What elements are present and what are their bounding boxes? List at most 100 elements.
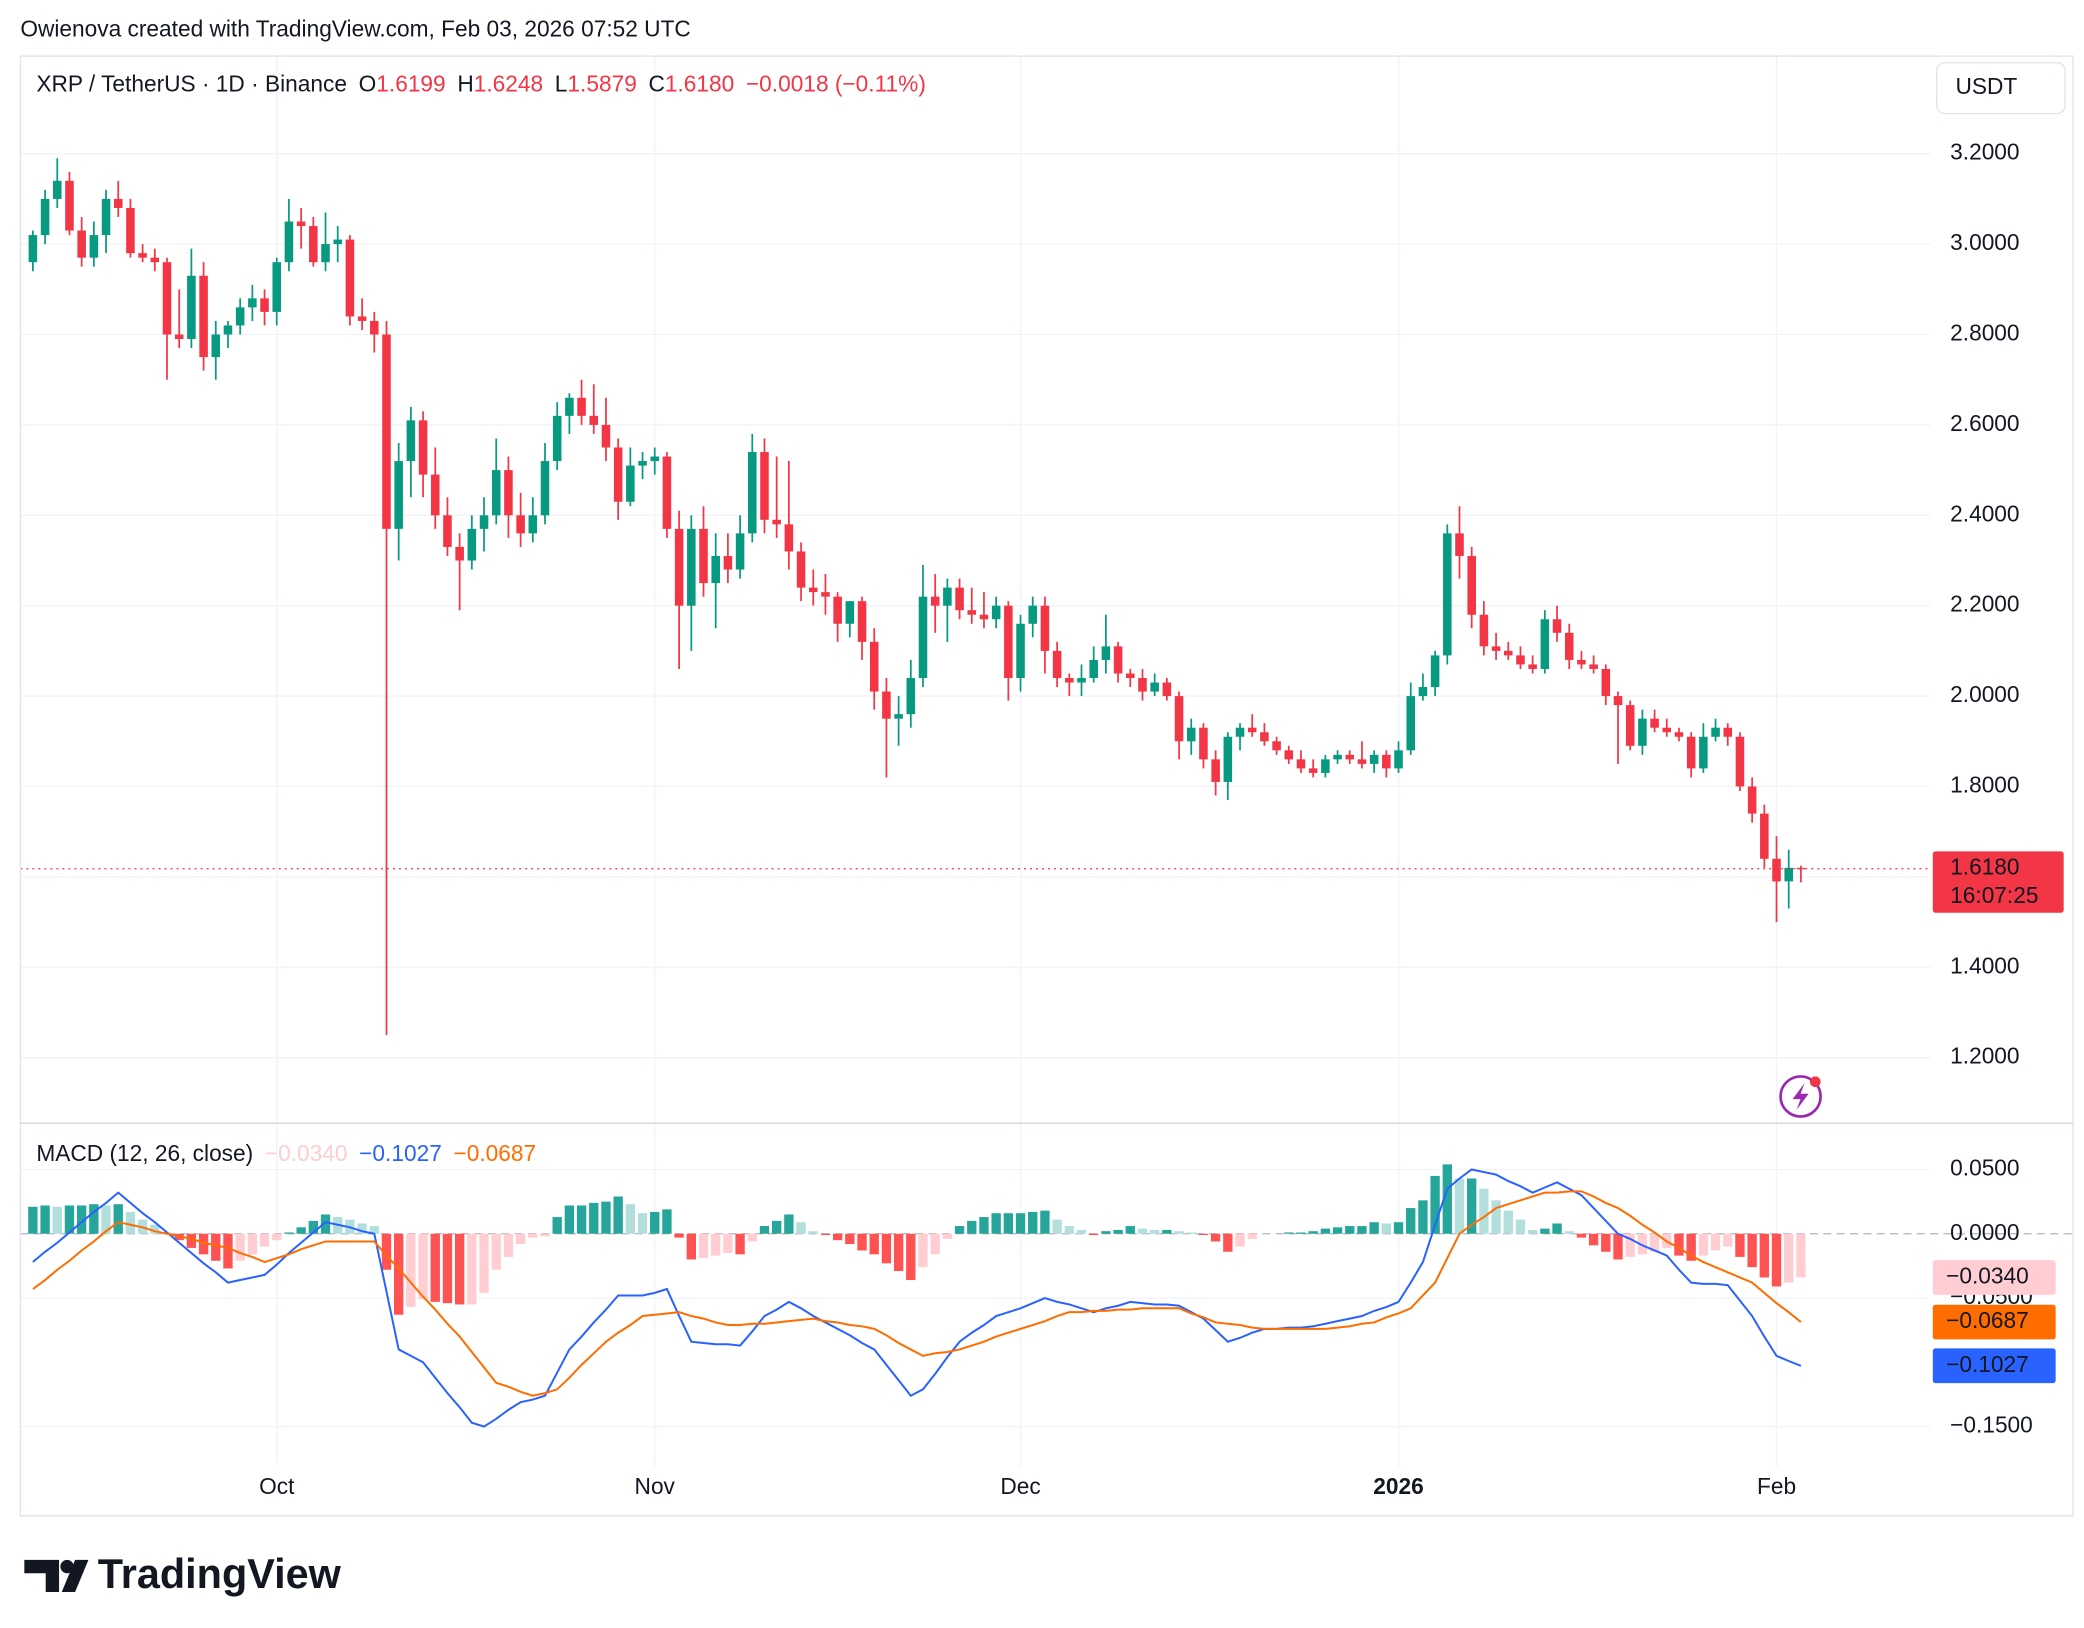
candle-body xyxy=(1004,605,1013,679)
histogram-bar xyxy=(869,1233,879,1255)
currency-box[interactable] xyxy=(1936,62,2066,115)
candle-body xyxy=(1467,555,1476,615)
candle-body xyxy=(467,528,477,561)
candle-body xyxy=(1272,741,1281,751)
candle-body xyxy=(406,420,416,462)
candle-body xyxy=(918,596,928,679)
histogram-bar xyxy=(1759,1233,1770,1278)
histogram-bar xyxy=(40,1205,50,1234)
histogram-bar xyxy=(64,1205,75,1234)
symbol: XRP / TetherUS · 1D · Binance xyxy=(36,70,347,96)
x-tick-label: Dec xyxy=(1000,1473,1040,1499)
candle-body xyxy=(382,334,391,529)
histogram-bar xyxy=(394,1233,404,1315)
histogram-bar xyxy=(223,1233,233,1269)
candle-body xyxy=(1503,650,1513,656)
histogram-bar xyxy=(735,1233,745,1255)
histogram-bar xyxy=(1125,1226,1135,1234)
histogram-bar xyxy=(1796,1233,1806,1278)
histogram-bar xyxy=(1527,1229,1538,1234)
histogram-bar xyxy=(1028,1211,1038,1234)
histogram-bar xyxy=(125,1211,136,1234)
candle-body xyxy=(504,470,513,516)
candle-body xyxy=(1247,727,1257,733)
candle-body xyxy=(1772,858,1781,882)
open-letter: O xyxy=(359,70,377,96)
histogram-bar xyxy=(1442,1164,1452,1234)
candle-body xyxy=(1174,696,1184,742)
candle-body xyxy=(89,235,99,258)
histogram-bar xyxy=(906,1233,916,1281)
candle-body xyxy=(869,641,879,692)
candle-body xyxy=(528,515,538,534)
histogram-bar xyxy=(1503,1210,1513,1234)
histogram-bar xyxy=(76,1205,87,1234)
histogram-bar xyxy=(1308,1231,1318,1234)
histogram-bar xyxy=(491,1233,501,1270)
histogram-bar xyxy=(1747,1233,1757,1268)
candle-body xyxy=(1662,727,1672,733)
candle-body xyxy=(1016,623,1025,679)
candle-body xyxy=(1382,754,1391,769)
candle-body xyxy=(260,298,269,312)
candle-body xyxy=(552,415,562,462)
change-value: −0.0018 (−0.11%) xyxy=(746,70,926,96)
histogram-bar xyxy=(308,1220,319,1234)
candle-body xyxy=(1760,813,1769,859)
candle-body xyxy=(52,180,62,199)
candle-body xyxy=(1065,678,1074,683)
histogram-bar xyxy=(625,1204,636,1234)
histogram-bar xyxy=(1174,1231,1184,1234)
candle-body xyxy=(1699,736,1708,769)
histogram-bar xyxy=(1393,1222,1404,1234)
candle-body xyxy=(357,316,367,321)
candle-body xyxy=(1223,736,1233,782)
histogram-bar xyxy=(1186,1232,1196,1234)
high-value: 1.6248 xyxy=(474,70,543,96)
histogram-bar xyxy=(1418,1200,1428,1234)
histogram-bar xyxy=(1564,1231,1574,1234)
candle-body xyxy=(1589,664,1598,669)
histogram-bar xyxy=(796,1222,806,1234)
candle-body xyxy=(150,257,160,263)
histogram-bar xyxy=(1698,1233,1709,1256)
candle-body xyxy=(699,528,708,584)
candle-body xyxy=(565,397,574,416)
histogram-bar xyxy=(418,1233,428,1300)
y-tick-label: 2.6000 xyxy=(1950,410,2019,436)
histogram-bar xyxy=(1552,1223,1562,1234)
alert-icon[interactable] xyxy=(1779,1075,1822,1118)
candle-body xyxy=(394,461,403,529)
candle-body xyxy=(894,714,903,719)
histogram-bar xyxy=(686,1233,696,1260)
candle-body xyxy=(540,461,550,516)
y-tick-label: −0.1500 xyxy=(1950,1412,2033,1438)
histogram-last: −0.0340 xyxy=(265,1140,348,1166)
countdown: 16:07:25 xyxy=(1950,882,2038,908)
candle-body xyxy=(1455,533,1464,556)
histogram-bar xyxy=(89,1204,99,1234)
candle-body xyxy=(1601,668,1611,697)
candle-body xyxy=(1528,664,1537,669)
histogram-bar xyxy=(1369,1222,1379,1234)
candle-body xyxy=(1126,673,1135,679)
histogram-bar xyxy=(1771,1233,1782,1287)
candle-body xyxy=(370,320,379,335)
signal-line xyxy=(32,1190,1802,1397)
histogram-bar xyxy=(723,1233,733,1254)
currency[interactable]: USDT xyxy=(1955,73,2017,99)
histogram-bar xyxy=(1357,1226,1367,1234)
candle-body xyxy=(748,452,757,534)
histogram-bar xyxy=(1137,1228,1148,1234)
histogram-bar xyxy=(52,1206,62,1234)
candle-body xyxy=(101,198,111,236)
histogram-bar xyxy=(564,1205,575,1234)
candle-body xyxy=(309,226,318,263)
candle-body xyxy=(1101,646,1111,660)
candle-body xyxy=(1296,759,1306,769)
histogram-bar xyxy=(942,1233,953,1239)
x-tick-label: Nov xyxy=(635,1473,676,1499)
candle-body xyxy=(906,678,916,715)
histogram-bar xyxy=(674,1233,684,1238)
